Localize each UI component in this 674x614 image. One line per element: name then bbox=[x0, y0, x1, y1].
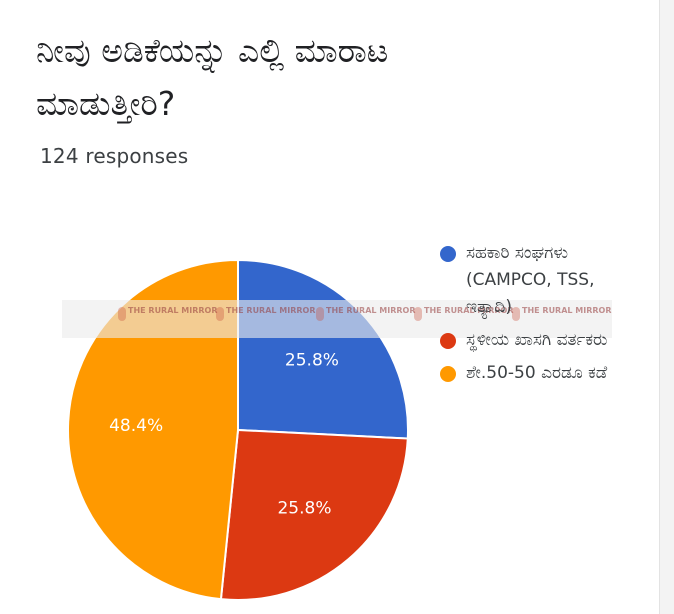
watermark-logo: THE RURAL MIRROR bbox=[512, 307, 612, 321]
slice-percent-label: 25.8% bbox=[277, 498, 331, 518]
legend-label: ಸಹಕಾರಿ ಸಂಘಗಳು (CAMPCO, TSS, ಇತ್ಯಾದಿ) bbox=[466, 243, 595, 317]
scrollbar-track[interactable] bbox=[659, 0, 674, 614]
slice-both[interactable] bbox=[67, 258, 239, 601]
slice-private-traders[interactable] bbox=[219, 428, 409, 601]
responses-count: 124 responses bbox=[40, 144, 189, 168]
watermark-band bbox=[62, 300, 612, 338]
slice-percent-label: 25.8% bbox=[285, 351, 339, 371]
legend-dot-icon bbox=[440, 333, 456, 349]
watermark-logo: THE RURAL MIRROR bbox=[414, 307, 514, 321]
legend-label: ಶೇ.50-50 ಎರಡೂ ಕಡೆ bbox=[466, 363, 608, 383]
slice-percent-label: 48.4% bbox=[109, 416, 163, 436]
watermark-logo: THE RURAL MIRROR bbox=[316, 307, 416, 321]
chart-legend: ಸಹಕಾರಿ ಸಂಘಗಳು (CAMPCO, TSS, ಇತ್ಯಾದಿ) ಸ್ಥ… bbox=[440, 240, 630, 393]
legend-item-cooperative[interactable]: ಸಹಕಾರಿ ಸಂಘಗಳು (CAMPCO, TSS, ಇತ್ಯಾದಿ) bbox=[440, 240, 630, 321]
legend-item-both[interactable]: ಶೇ.50-50 ಎರಡೂ ಕಡೆ bbox=[440, 360, 630, 387]
watermark-logo: THE RURAL MIRROR bbox=[216, 307, 316, 321]
legend-item-private-traders[interactable]: ಸ್ಥಳೀಯ ಖಾಸಗಿ ವರ್ತಕರು bbox=[440, 327, 630, 354]
legend-label: ಸ್ಥಳೀಯ ಖಾಸಗಿ ವರ್ತಕರು bbox=[466, 330, 608, 350]
watermark-logo: THE RURAL MIRROR bbox=[118, 307, 218, 321]
question-title: ನೀವು ಅಡಿಕೆಯನ್ನು ಎಲ್ಲಿ ಮಾರಾಟ ಮಾಡುತ್ತೀರಿ? bbox=[36, 31, 389, 123]
slice-cooperative[interactable] bbox=[237, 258, 409, 440]
legend-dot-icon bbox=[440, 246, 456, 262]
legend-dot-icon bbox=[440, 366, 456, 382]
